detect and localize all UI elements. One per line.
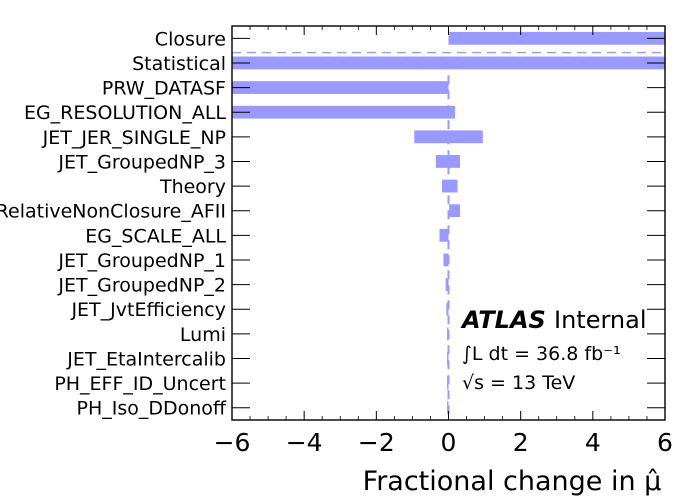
category-label: JET_GroupedNP_1 (57, 250, 226, 272)
x-tick-label: −2 (358, 428, 395, 457)
category-label: EG_RESOLUTION_ALL (24, 102, 226, 124)
x-tick-label: 0 (441, 428, 457, 457)
x-tick-label: −6 (214, 428, 251, 457)
bars-group (232, 31, 665, 415)
bar-eg-scale-all (439, 228, 449, 242)
bar-relativenonclosure-afii (449, 204, 461, 218)
category-label: JET_JER_SINGLE_NP (42, 127, 226, 149)
x-tick-label: 6 (657, 428, 673, 457)
bar-jet-groupednp-1 (443, 253, 449, 267)
bar-eg-resolution-all (232, 105, 455, 119)
luminosity-label: ∫L dt = 36.8 fb⁻¹ (462, 343, 621, 365)
category-label: PH_EFF_ID_Uncert (54, 373, 226, 395)
x-tick-label: 4 (585, 428, 601, 457)
category-label: Lumi (180, 324, 226, 346)
category-label: PRW_DATASF (102, 78, 226, 100)
bar-statistical (232, 56, 665, 70)
category-label: Theory (159, 176, 226, 198)
category-label: JET_EtaIntercalib (66, 348, 226, 370)
category-label: EG_SCALE_ALL (85, 225, 226, 247)
experiment-label: ATLAS (460, 306, 546, 334)
category-label: RelativeNonClosure_AFII (0, 201, 226, 223)
bar-jet-groupednp-2 (445, 278, 449, 291)
category-label: Closure (155, 28, 226, 50)
bar-theory (442, 179, 458, 193)
bar-jet-groupednp-3 (435, 155, 461, 168)
category-label: PH_Iso_DDonoff (76, 398, 226, 420)
category-label: JET_JvtEfficiency (70, 299, 226, 321)
category-label: JET_GroupedNP_3 (57, 151, 226, 173)
x-axis-label: Fractional change in μ̂ (363, 466, 662, 497)
energy-label: √s = 13 TeV (462, 372, 575, 394)
category-label: JET_GroupedNP_2 (57, 275, 226, 297)
bar-closure (448, 31, 665, 45)
bar-jet-jvtefficiency (446, 302, 449, 316)
category-label: Statistical (132, 53, 226, 75)
x-tick-label: −4 (286, 428, 323, 457)
bar-jet-etaintercalib (447, 352, 449, 365)
status-label: Internal (554, 306, 647, 334)
x-tick-label: 2 (513, 428, 529, 457)
category-labels: Closure Statistical PRW_DATASFEG_RESOLUTIO… (0, 28, 227, 419)
bar-prw-datasf (232, 81, 449, 94)
plot-frame (231, 25, 666, 421)
atlas-annotation: ATLAS Internal ∫L dt = 36.8 fb⁻¹ √s = 13… (460, 306, 647, 394)
axis-ticks: −6 −4 −2 0 2 4 6 (214, 26, 673, 457)
